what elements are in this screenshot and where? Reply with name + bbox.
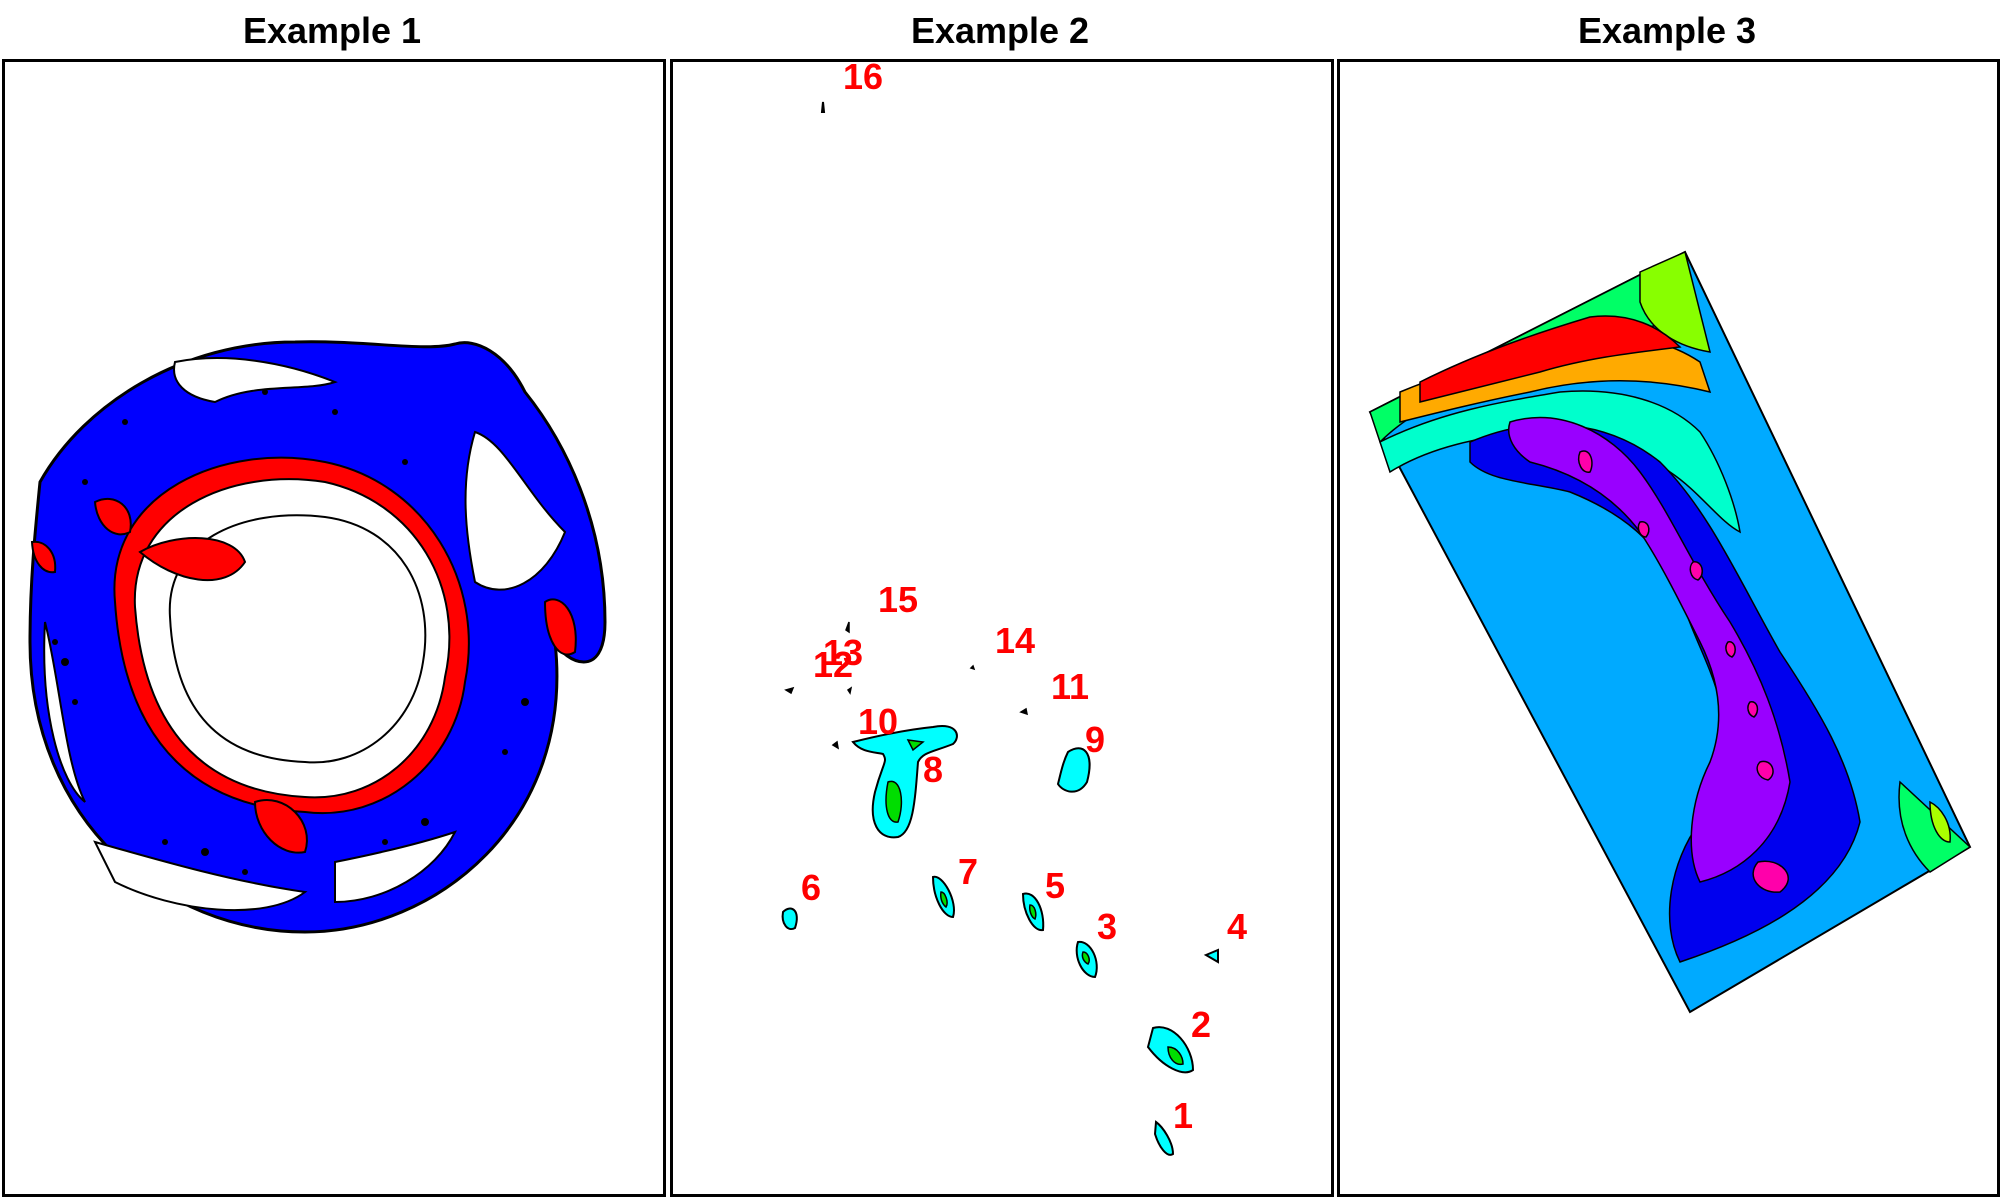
red-patch-top (93, 497, 132, 536)
ocean-gap-bottom (93, 840, 308, 912)
ocean-gap-left (43, 621, 86, 803)
spot-magenta-7 (1752, 860, 1789, 893)
panel-title-example-3: Example 3 (1577, 10, 1757, 51)
contour-swath (1368, 250, 1972, 1014)
panel-title-example-1: Example 1 (242, 10, 422, 51)
cluster-dot-12 (784, 686, 795, 695)
map-panel-example-1 (2, 59, 666, 1197)
spot-magenta-3 (1689, 561, 1704, 581)
cluster-label-4: 4 (1227, 906, 1247, 947)
cluster-label-5: 5 (1045, 865, 1065, 906)
ocean-gap-right (464, 430, 567, 591)
cluster-shape-10-inner (906, 739, 925, 752)
cluster-label-15: 15 (878, 579, 918, 620)
spot-magenta-2 (1637, 521, 1650, 538)
cluster-label-6: 6 (801, 867, 821, 908)
band-purple (1508, 416, 1791, 883)
cluster-dot-11 (1019, 707, 1028, 716)
cluster-label-3: 3 (1097, 906, 1117, 947)
cluster-dot-15 (845, 621, 850, 634)
cluster-shape-9 (1056, 747, 1091, 793)
cluster-shape-8-10 (851, 725, 958, 839)
cluster-shape-1 (1153, 1120, 1175, 1156)
sea-ice-speckles (52, 389, 529, 875)
map-panel-example-3 (1337, 59, 2000, 1197)
antarctic-continent (168, 514, 427, 764)
red-patch-far-left (30, 540, 57, 574)
cluster-dot-14 (969, 664, 976, 671)
cluster-shape-2-inner (1167, 1046, 1184, 1066)
map-panel-example-2: 1 2 3 4 5 6 7 8 9 10 11 12 13 14 15 16 (670, 59, 1334, 1197)
spot-magenta-4 (1725, 641, 1736, 658)
cluster-label-13: 13 (823, 632, 863, 673)
cluster-label-16: 16 (843, 62, 883, 97)
polar-map (28, 340, 607, 934)
cluster-label-11: 11 (1051, 666, 1089, 707)
ocean-gap-bottom-right (334, 830, 457, 904)
cluster-shape-8-inner (885, 780, 903, 823)
spot-magenta-1 (1578, 450, 1593, 473)
red-shelf-left (138, 537, 247, 582)
red-shelf-bottom (253, 799, 308, 854)
ocean-gap-top (173, 357, 338, 404)
cluster-label-14: 14 (995, 620, 1035, 661)
cluster-label-2: 2 (1191, 1004, 1211, 1045)
panel-title-example-2: Example 2 (910, 10, 1090, 51)
band-yellow-right (1929, 800, 1951, 843)
band-red (1419, 315, 1682, 403)
cluster-label-7: 7 (958, 851, 978, 892)
cluster-label-8: 8 (923, 749, 943, 790)
cluster-label-10: 10 (858, 701, 898, 742)
cluster-dot-16 (820, 101, 826, 113)
spot-magenta-6 (1756, 760, 1774, 781)
cluster-shape-5-inner (1029, 904, 1037, 921)
spot-magenta-5 (1747, 701, 1759, 718)
cluster-shape-7-inner (940, 891, 948, 909)
cluster-shape-4 (1203, 948, 1219, 964)
cluster-map: 1 2 3 4 5 6 7 8 9 10 11 12 13 14 15 16 (781, 62, 1247, 1156)
cluster-dot-10b (831, 740, 840, 750)
cluster-label-9: 9 (1085, 719, 1105, 760)
red-patch-right (543, 598, 577, 656)
cluster-shape-3-inner (1081, 951, 1090, 965)
cluster-dot-13 (846, 686, 853, 695)
cluster-label-12: 12 (813, 644, 853, 685)
cluster-shape-6 (781, 907, 798, 930)
cluster-label-1: 1 (1173, 1095, 1193, 1136)
